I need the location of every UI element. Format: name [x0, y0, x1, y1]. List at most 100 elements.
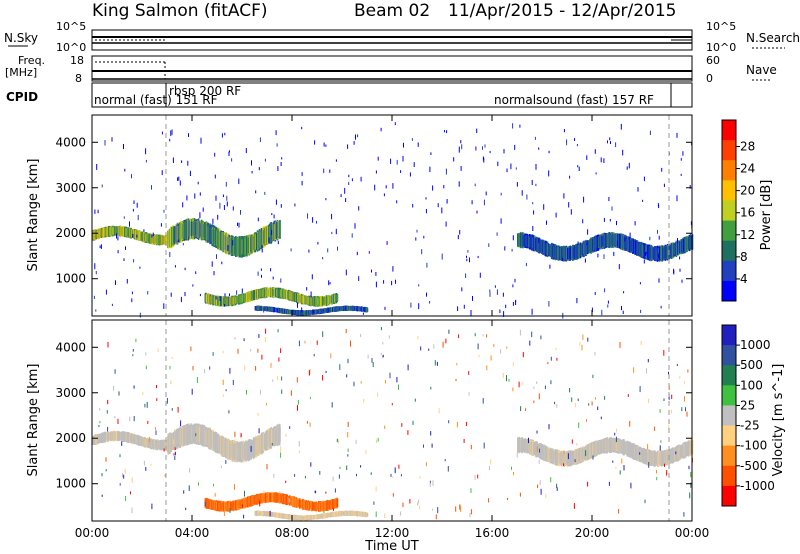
scatter-point	[260, 268, 262, 271]
scatter-point	[199, 192, 201, 196]
scatter-point	[429, 166, 431, 173]
scatter-point	[325, 144, 327, 147]
scatter-point	[281, 157, 283, 160]
colorbar-swatch	[722, 240, 736, 262]
scatter-point	[229, 150, 230, 153]
scatter-point	[237, 222, 238, 226]
scatter-point	[255, 190, 257, 194]
scatter-point	[123, 144, 124, 150]
scatter-point	[221, 261, 223, 265]
scatter-point	[500, 192, 502, 196]
scatter-point	[225, 181, 227, 187]
scatter-point	[133, 200, 135, 204]
scatter-point	[469, 257, 470, 263]
scatter-point	[232, 240, 234, 246]
scatter-point	[93, 295, 95, 299]
scatter-point	[412, 203, 414, 208]
freq-left-label-2: [MHz]	[5, 66, 37, 79]
scatter-point	[461, 144, 463, 150]
scatter-point	[329, 282, 331, 285]
freq-left-tick-top: 18	[70, 54, 84, 67]
scatter-point	[502, 292, 504, 297]
scatter-point	[227, 245, 229, 251]
scatter-point	[331, 231, 333, 235]
scatter-point	[563, 129, 565, 133]
scatter-point	[136, 234, 138, 238]
cpid-panel-frame	[91, 82, 693, 108]
scatter-point	[394, 122, 396, 126]
scatter-point	[548, 170, 550, 177]
scatter-point	[213, 271, 215, 276]
scatter-point	[351, 178, 353, 182]
scatter-point	[546, 220, 547, 225]
scatter-point	[396, 200, 398, 204]
scatter-point	[543, 204, 545, 210]
scatter-point	[680, 173, 682, 176]
scatter-point	[143, 229, 145, 232]
scatter-point	[236, 290, 238, 295]
scatter-point	[645, 251, 647, 255]
scatter-point	[272, 276, 274, 280]
freq-right-tick-top: 60	[706, 54, 720, 67]
freq-panel: Freq. [MHz] 18 8 60 0 Nave	[5, 54, 777, 85]
scatter-point	[690, 221, 692, 226]
scatter-point	[574, 138, 576, 141]
scatter-point	[512, 302, 514, 306]
scatter-point	[430, 152, 432, 155]
scatter-point	[356, 305, 357, 309]
scatter-point	[100, 244, 102, 249]
scatter-point	[510, 163, 512, 170]
scatter-point	[280, 278, 282, 283]
scatter-point	[297, 302, 298, 308]
scatter-point	[163, 303, 165, 309]
scatter-point	[145, 159, 147, 163]
scatter-point	[192, 284, 194, 287]
scatter-point	[95, 309, 97, 312]
scatter-point	[597, 253, 599, 258]
scatter-point	[273, 220, 275, 225]
colorbar-swatch	[722, 200, 736, 222]
scatter-point	[200, 137, 202, 144]
scatter-point	[117, 250, 119, 254]
scatter-point	[658, 253, 660, 259]
scatter-point	[416, 229, 418, 233]
scatter-point	[477, 255, 479, 259]
scatter-point	[444, 130, 445, 133]
scatter-point	[97, 209, 99, 214]
scatter-point	[380, 127, 382, 132]
scatter-point	[314, 140, 316, 145]
scatter-point	[618, 264, 620, 270]
scatter-point	[609, 137, 611, 141]
scatter-point	[182, 202, 184, 208]
scatter-point	[240, 210, 241, 215]
scatter-point	[548, 301, 550, 307]
scatter-point	[257, 271, 259, 276]
scatter-point	[569, 175, 571, 179]
scatter-point	[104, 140, 106, 146]
scatter-point	[514, 278, 516, 283]
scatter-point	[532, 226, 534, 231]
scatter-point	[273, 214, 275, 219]
scatter-point	[317, 241, 319, 245]
scatter-point	[199, 212, 201, 219]
scatter-point	[177, 239, 179, 243]
scatter-point	[147, 291, 149, 295]
scatter-point	[500, 218, 502, 224]
scatter-point	[215, 195, 217, 201]
scatter-point	[199, 293, 201, 297]
scatter-point	[383, 193, 385, 197]
echo-cell	[279, 219, 281, 239]
scatter-point	[583, 196, 585, 203]
scatter-point	[312, 217, 314, 223]
scatter-point	[512, 284, 514, 288]
scatter-point	[655, 247, 657, 251]
scatter-point	[607, 140, 608, 144]
scatter-point	[603, 254, 605, 259]
scatter-point	[608, 196, 610, 202]
y-tick-label: 4000	[55, 135, 86, 149]
scatter-point	[264, 191, 266, 195]
scatter-point	[466, 258, 468, 262]
scatter-point	[215, 296, 217, 300]
scatter-point	[323, 142, 325, 147]
